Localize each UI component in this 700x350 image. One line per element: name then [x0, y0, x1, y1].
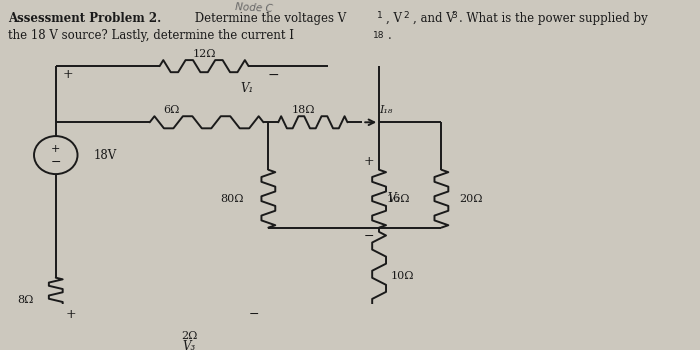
Text: −: −: [50, 155, 61, 168]
Text: I₁₈: I₁₈: [379, 105, 393, 115]
Text: +: +: [62, 68, 73, 81]
Text: V₃: V₃: [183, 340, 196, 350]
Text: 16Ω: 16Ω: [387, 194, 410, 204]
Text: 6Ω: 6Ω: [163, 105, 180, 115]
Text: 12Ω: 12Ω: [193, 49, 216, 59]
Text: 80Ω: 80Ω: [220, 194, 244, 204]
Text: −: −: [267, 68, 279, 82]
Text: 2Ω: 2Ω: [181, 330, 197, 341]
Text: 18: 18: [373, 32, 385, 41]
Text: 10Ω: 10Ω: [391, 271, 414, 281]
Text: 3: 3: [452, 11, 457, 20]
Text: 18Ω: 18Ω: [291, 105, 315, 115]
Text: −: −: [248, 308, 259, 321]
Text: 1: 1: [377, 11, 383, 20]
Text: V₁: V₁: [240, 82, 253, 95]
Text: the 18 V source? Lastly, determine the current I: the 18 V source? Lastly, determine the c…: [8, 29, 294, 42]
Text: Determine the voltages V: Determine the voltages V: [191, 12, 346, 25]
Text: +: +: [364, 155, 374, 168]
Text: , V: , V: [386, 12, 402, 25]
Text: −: −: [364, 230, 374, 243]
Text: . What is the power supplied by: . What is the power supplied by: [459, 12, 648, 25]
Text: +: +: [51, 144, 60, 154]
Text: Assessment Problem 2.: Assessment Problem 2.: [8, 12, 162, 25]
Text: 2: 2: [404, 11, 410, 20]
Text: +: +: [65, 308, 76, 321]
Text: .: .: [388, 29, 392, 42]
Text: Node C: Node C: [234, 2, 272, 14]
Text: , and V: , and V: [413, 12, 454, 25]
Text: 8Ω: 8Ω: [18, 295, 34, 305]
Text: 18V: 18V: [93, 149, 117, 162]
Text: V₂: V₂: [387, 192, 400, 205]
Text: 20Ω: 20Ω: [459, 194, 483, 204]
